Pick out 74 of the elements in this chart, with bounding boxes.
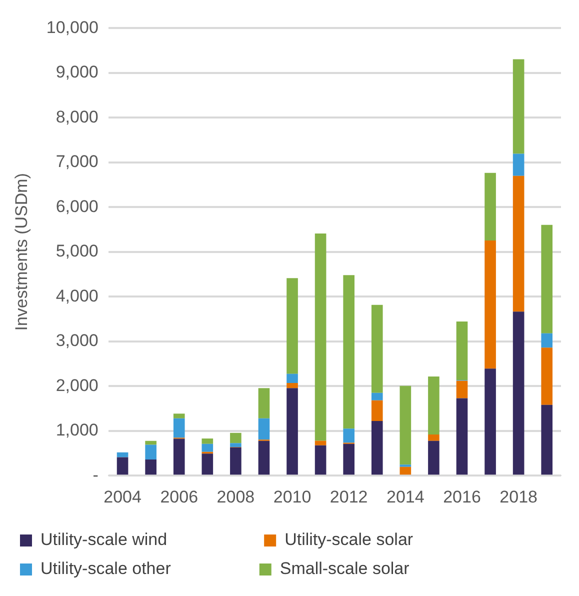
bar xyxy=(202,444,214,452)
bar xyxy=(314,440,326,446)
y-axis-title: Investments (USDm) xyxy=(12,173,31,331)
bar xyxy=(484,368,496,475)
y-tick-label: 9,000 xyxy=(56,62,98,82)
bar xyxy=(286,278,298,374)
y-tick-label: 5,000 xyxy=(56,242,98,261)
x-tick-label: 2012 xyxy=(330,487,368,506)
bar xyxy=(428,440,440,475)
bar xyxy=(512,154,524,176)
bar xyxy=(428,434,440,441)
bar xyxy=(258,388,270,418)
legend-label: Utility-scale other xyxy=(40,559,248,578)
bar xyxy=(484,240,496,369)
bar xyxy=(116,452,128,458)
bar xyxy=(314,445,326,475)
bar xyxy=(286,374,298,383)
legend-label: Small-scale solar xyxy=(280,559,503,578)
bar xyxy=(202,454,214,475)
bar xyxy=(456,321,468,380)
legend-label: Utility-scale wind xyxy=(40,530,252,550)
bar xyxy=(484,172,496,240)
bar xyxy=(541,348,553,405)
y-tick-label: 7,000 xyxy=(56,152,98,172)
y-tick-label: 3,000 xyxy=(56,331,98,350)
bar xyxy=(202,438,214,444)
bar xyxy=(145,440,156,445)
x-tick-label: 2008 xyxy=(216,487,255,506)
bar xyxy=(400,386,412,465)
y-tick-label: 4,000 xyxy=(56,286,98,306)
bar xyxy=(371,400,383,422)
x-tick-label: 2004 xyxy=(104,487,142,506)
bar xyxy=(173,414,185,418)
bar xyxy=(258,418,270,440)
bar xyxy=(230,432,242,444)
x-tick-label: 2010 xyxy=(273,487,312,506)
y-tick-label: 2,000 xyxy=(56,376,98,395)
y-tick-label: 8,000 xyxy=(56,107,98,126)
y-tick-label: 6,000 xyxy=(56,196,98,216)
bar xyxy=(456,380,468,398)
bar xyxy=(512,312,524,475)
bar xyxy=(286,388,298,475)
bar xyxy=(145,444,156,460)
bar xyxy=(541,404,553,475)
bar xyxy=(343,428,354,443)
bar xyxy=(286,382,298,388)
bar xyxy=(258,440,270,475)
bar xyxy=(541,224,553,334)
bar xyxy=(428,376,440,434)
x-tick-label: 2016 xyxy=(443,487,481,506)
bar xyxy=(512,59,524,154)
bar xyxy=(371,304,383,393)
bar xyxy=(343,275,354,429)
bar xyxy=(371,392,383,400)
legend-label: Utility-scale solar xyxy=(284,530,490,550)
x-tick-label: 2006 xyxy=(160,487,198,506)
x-tick-label: 2014 xyxy=(386,487,424,506)
bar xyxy=(116,457,128,475)
bar xyxy=(400,466,412,475)
x-tick-label: 2018 xyxy=(500,487,538,506)
bar xyxy=(512,176,524,312)
bar xyxy=(230,447,242,475)
y-tick-label: 10,000 xyxy=(46,18,98,37)
bar xyxy=(314,234,326,441)
bar xyxy=(145,459,156,475)
bar xyxy=(173,438,185,475)
bar xyxy=(173,418,185,438)
bar xyxy=(371,421,383,475)
y-tick-label: - xyxy=(92,465,98,484)
bar xyxy=(230,443,242,447)
bar xyxy=(456,398,468,475)
y-tick-label: 1,000 xyxy=(56,420,98,440)
bar xyxy=(541,333,553,348)
bar xyxy=(343,444,354,475)
